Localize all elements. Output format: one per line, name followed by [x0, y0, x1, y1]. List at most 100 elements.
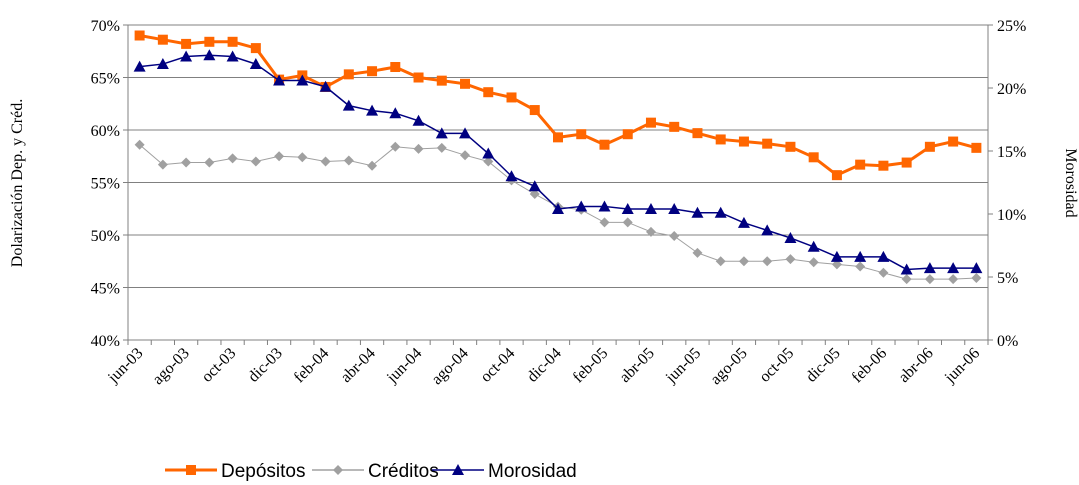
series-marker	[134, 30, 145, 41]
series-marker	[367, 66, 378, 77]
series-marker	[250, 43, 261, 54]
series-marker	[436, 75, 447, 86]
series-marker	[203, 49, 216, 61]
series-marker	[948, 136, 959, 147]
y-axis-title: Dolarización Dep. y Créd.	[9, 99, 26, 267]
series-marker	[133, 60, 146, 72]
series-marker	[715, 256, 726, 267]
y2-tick-label: 0%	[997, 333, 1018, 350]
x-tick-label: abr-06	[895, 345, 936, 386]
series-marker	[342, 99, 355, 111]
y-tick-label: 50%	[91, 228, 120, 245]
series-marker	[784, 231, 797, 243]
series-marker	[343, 155, 354, 166]
y2-tick-label: 5%	[997, 270, 1018, 287]
series-marker	[785, 141, 796, 152]
series-marker	[250, 156, 261, 167]
series-marker	[226, 50, 239, 62]
series-marker	[692, 247, 703, 258]
series-marker	[320, 156, 331, 167]
series-marker	[622, 129, 633, 140]
series-marker	[390, 62, 401, 72]
series-marker	[575, 200, 588, 212]
series-marker	[553, 132, 563, 143]
series-marker	[854, 250, 867, 262]
series-marker	[157, 159, 168, 170]
series-marker	[599, 139, 610, 150]
series-marker	[878, 160, 889, 171]
y-tick-label: 40%	[91, 333, 120, 350]
series-marker	[923, 262, 936, 274]
series-marker	[971, 273, 982, 284]
series-marker	[343, 69, 354, 80]
series-marker	[156, 58, 169, 70]
series-marker	[204, 36, 215, 47]
series-marker	[204, 157, 215, 168]
series-marker	[738, 136, 749, 147]
x-tick-label: dic-05	[803, 345, 844, 386]
x-tick-label: dic-03	[245, 345, 286, 386]
series-marker	[552, 202, 564, 214]
series-marker	[412, 114, 425, 126]
series-marker	[483, 156, 494, 167]
x-tick-label: abr-04	[338, 345, 379, 386]
series-marker	[715, 134, 726, 145]
series-marker	[227, 153, 238, 164]
y2-tick-label: 25%	[997, 18, 1026, 35]
series-marker	[761, 224, 774, 236]
series-marker	[831, 170, 842, 181]
series-marker	[855, 261, 866, 272]
x-tick-label: feb-05	[570, 345, 612, 387]
legend-marker	[452, 464, 464, 475]
series-marker	[390, 141, 401, 152]
series-marker	[924, 274, 935, 285]
series-marker	[669, 121, 680, 132]
series-marker	[506, 92, 517, 103]
series-marker	[528, 180, 541, 192]
series-marker	[831, 259, 842, 270]
x-tick-label: feb-04	[291, 345, 333, 387]
series-marker	[435, 127, 448, 139]
series-marker	[598, 200, 611, 212]
series-marker	[971, 142, 982, 153]
y-tick-label: 65%	[91, 71, 120, 88]
series-marker	[367, 160, 378, 171]
series-marker	[227, 36, 238, 47]
y2-tick-label: 10%	[997, 207, 1026, 224]
x-tick-label: feb-06	[849, 345, 891, 387]
series-marker	[483, 87, 494, 98]
series-marker	[762, 256, 773, 267]
series-marker	[157, 34, 168, 45]
series-marker	[808, 257, 819, 268]
legend-label: Morosidad	[488, 461, 577, 482]
y2-tick-label: 20%	[997, 81, 1026, 98]
series-marker	[505, 170, 518, 182]
legend-label: Depósitos	[221, 461, 306, 482]
series-marker	[830, 250, 843, 262]
series-line	[139, 34, 977, 177]
series-marker	[436, 142, 447, 153]
series-marker	[737, 216, 750, 228]
series-marker	[877, 250, 890, 262]
series-marker	[366, 104, 379, 116]
series-marker	[482, 147, 495, 159]
series-marker	[878, 267, 889, 278]
series-marker	[460, 78, 471, 89]
series-marker	[413, 72, 424, 83]
x-tick-label: jun-04	[383, 345, 425, 387]
series-marker	[181, 38, 192, 49]
series-marker	[249, 58, 262, 70]
x-tick-label: ago-05	[707, 345, 750, 388]
series-marker	[669, 231, 680, 242]
series-marker	[970, 262, 983, 274]
series-marker	[785, 254, 796, 265]
series-marker	[459, 127, 472, 139]
series-marker	[948, 274, 959, 285]
series-marker	[900, 263, 913, 275]
series-marker	[762, 138, 773, 149]
series-marker	[947, 262, 960, 274]
series-marker	[622, 217, 633, 228]
y-tick-label: 70%	[91, 18, 120, 35]
series-marker	[644, 202, 657, 214]
